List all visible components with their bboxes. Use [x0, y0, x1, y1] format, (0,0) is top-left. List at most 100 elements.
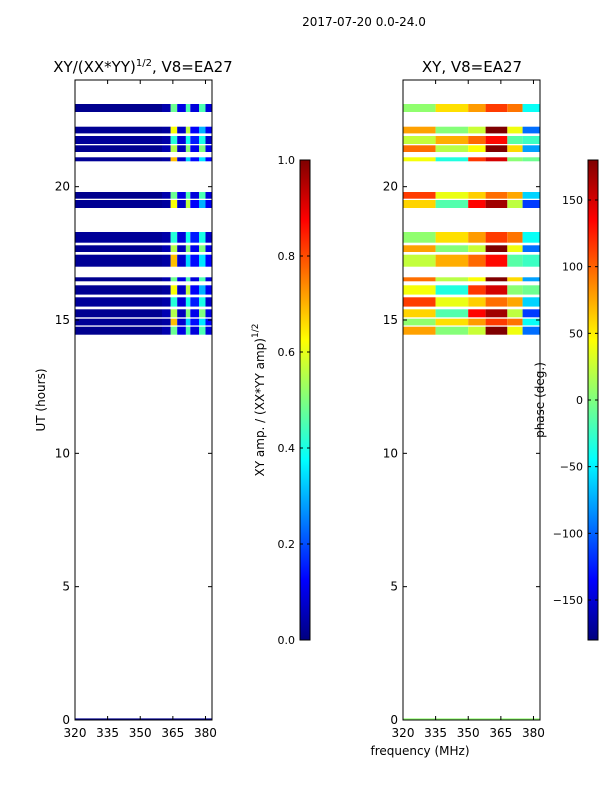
phase-cell	[507, 232, 523, 243]
amp-cell	[170, 318, 178, 326]
phase-cell	[507, 309, 523, 318]
phase-cell	[507, 136, 523, 144]
phase-axes-frame	[402, 79, 541, 721]
amp-cell	[170, 326, 178, 335]
amp-cell	[162, 104, 171, 112]
phase-cell	[435, 192, 469, 199]
amp-cell	[75, 277, 162, 282]
amp-cell	[190, 126, 199, 134]
amp-cell	[170, 297, 178, 307]
phase-cell	[522, 254, 540, 267]
amp-cell	[199, 318, 206, 326]
phase-cell	[522, 136, 540, 144]
suptitle: 2017-07-20 0.0-24.0	[302, 15, 426, 29]
amp-cell	[199, 285, 206, 295]
amp-cell	[185, 157, 191, 162]
amp-colorbar-label: XY amp. / (XX*YY amp)1/2	[251, 324, 267, 477]
phase-cell	[507, 192, 523, 199]
phase-cell	[485, 285, 508, 295]
phase-panel: XY, V8=EA27 320 335 350 365 380 0 5 10 15 20	[383, 58, 545, 740]
amp-cell	[190, 145, 199, 152]
amp-ylabel: UT (hours)	[34, 368, 48, 431]
phase-baseline-strip	[403, 718, 540, 720]
phase-cell	[522, 104, 540, 112]
phase-ytick-label: 10	[383, 446, 398, 460]
phase-x-ticks: 320 335 350 365 380	[392, 80, 545, 740]
amp-cell	[199, 145, 206, 152]
phase-cell	[468, 104, 486, 112]
amp-cell	[162, 232, 171, 243]
amp-cell	[162, 285, 171, 295]
amp-cell	[170, 145, 178, 152]
amp-cell	[199, 254, 206, 267]
amp-cell	[177, 136, 186, 144]
phase-cell	[507, 254, 523, 267]
phase-cell	[507, 285, 523, 295]
phase-cell	[522, 200, 540, 208]
phase-cell	[522, 145, 540, 152]
amp-cell	[185, 232, 191, 243]
amp-cell	[162, 245, 171, 252]
phase-cell	[403, 126, 436, 134]
amp-cell	[199, 200, 206, 208]
phase-cell	[435, 126, 469, 134]
amp-cell	[190, 277, 199, 282]
amp-ytick-label: 5	[62, 580, 70, 594]
phase-cell	[485, 157, 508, 162]
amp-cell	[185, 254, 191, 267]
amp-cell	[199, 309, 206, 318]
amp-y-ticks: 0 5 10 15 20	[55, 180, 212, 727]
amp-cell	[205, 254, 212, 267]
phase-cbtick-label: −100	[553, 527, 583, 540]
amp-cell	[75, 318, 162, 326]
phase-cbtick-label: 150	[562, 194, 583, 207]
amp-cell	[205, 277, 212, 282]
amp-cell	[190, 254, 199, 267]
amp-ytick-label: 15	[55, 313, 70, 327]
phase-cell	[522, 192, 540, 199]
phase-cell	[485, 254, 508, 267]
amp-cell	[199, 297, 206, 307]
phase-cell	[403, 157, 436, 162]
amp-cell	[185, 245, 191, 252]
phase-cell	[468, 309, 486, 318]
amp-cell	[199, 157, 206, 162]
phase-cell	[507, 277, 523, 282]
amp-cell	[75, 126, 162, 134]
amp-cell	[162, 254, 171, 267]
phase-colorbar-label: phase (deg.)	[533, 362, 547, 438]
phase-cell	[485, 318, 508, 326]
amp-cell	[162, 200, 171, 208]
phase-ytick-label: 5	[390, 580, 398, 594]
phase-cell	[403, 254, 436, 267]
phase-xtick-label: 320	[392, 726, 415, 740]
phase-cell	[435, 326, 469, 335]
phase-cell	[485, 126, 508, 134]
amp-cell	[205, 126, 212, 134]
phase-cell	[435, 232, 469, 243]
phase-cell	[468, 245, 486, 252]
amp-cell	[199, 232, 206, 243]
amp-colorbar-gradient	[299, 159, 311, 641]
phase-ytick-label: 20	[383, 180, 398, 194]
amp-cell	[199, 277, 206, 282]
amp-cell	[185, 277, 191, 282]
phase-cell	[485, 232, 508, 243]
amp-cell	[177, 145, 186, 152]
amp-xtick-label: 335	[96, 726, 119, 740]
phase-cell	[403, 318, 436, 326]
phase-cell	[468, 232, 486, 243]
phase-cell	[403, 245, 436, 252]
amp-cell	[162, 136, 171, 144]
amp-cell	[162, 326, 171, 335]
amp-cell	[205, 192, 212, 199]
amp-cell	[177, 326, 186, 335]
amp-cell	[185, 326, 191, 335]
amp-cell	[190, 157, 199, 162]
phase-cell	[485, 245, 508, 252]
amp-cell	[75, 200, 162, 208]
amp-cell	[177, 277, 186, 282]
amp-cell	[199, 104, 206, 112]
amp-cell	[75, 145, 162, 152]
phase-title: XY, V8=EA27	[422, 58, 522, 76]
